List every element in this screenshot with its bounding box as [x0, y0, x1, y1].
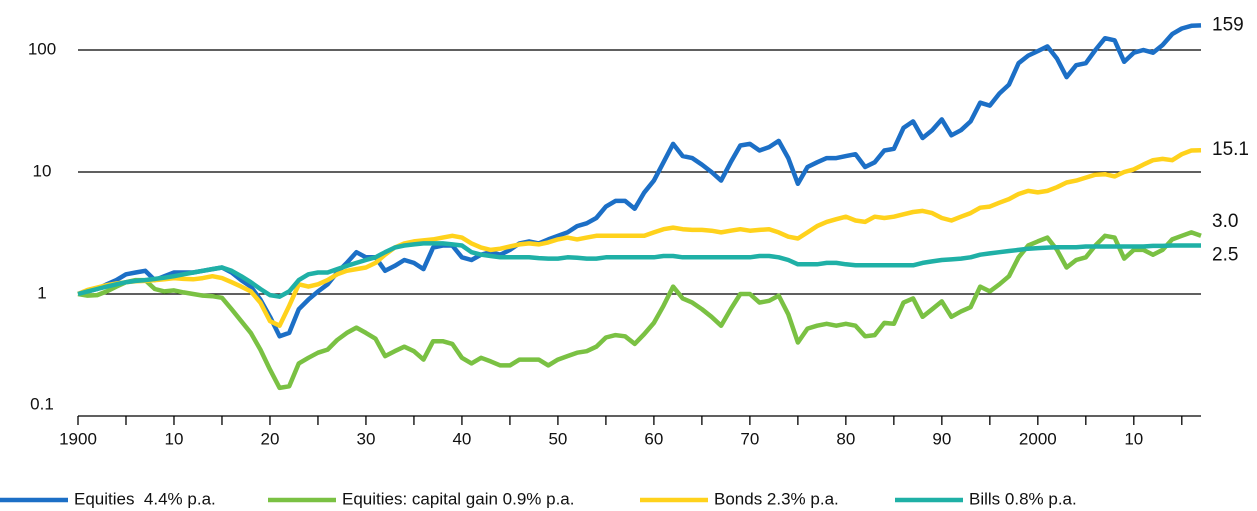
- legend-label: Equities 4.4% p.a.: [74, 489, 216, 508]
- series-line: [77, 241, 1201, 299]
- x-tick-label: 60: [644, 429, 663, 448]
- y-tick-label: 100: [28, 39, 56, 58]
- x-tick-label: 20: [261, 429, 280, 448]
- end-label: 3.0: [1212, 211, 1238, 232]
- x-tick-label: 40: [452, 429, 471, 448]
- legend-label: Equities: capital gain 0.9% p.a.: [342, 489, 574, 508]
- x-tick-label: 1900: [59, 429, 97, 448]
- x-tick-label: 90: [932, 429, 951, 448]
- y-tick-label: 10: [33, 161, 52, 180]
- x-tick-label: 10: [165, 429, 184, 448]
- legend-label: Bonds 2.3% p.a.: [714, 489, 839, 508]
- x-tick-label: 80: [836, 429, 855, 448]
- y-tick-label: 1: [37, 283, 46, 302]
- x-tick-label: 10: [1124, 429, 1143, 448]
- x-tick-label: 70: [740, 429, 759, 448]
- y-tick-label: 0.1: [30, 394, 54, 413]
- series-line: [77, 147, 1202, 328]
- end-label: 2.5: [1212, 244, 1238, 265]
- x-tick-label: 50: [548, 429, 567, 448]
- legend-label: Bills 0.8% p.a.: [969, 489, 1077, 508]
- end-label: 159: [1212, 14, 1244, 35]
- series-line: [77, 230, 1202, 391]
- end-label: 15.1: [1212, 139, 1249, 160]
- x-tick-label: 2000: [1019, 429, 1057, 448]
- x-tick-label: 30: [356, 429, 375, 448]
